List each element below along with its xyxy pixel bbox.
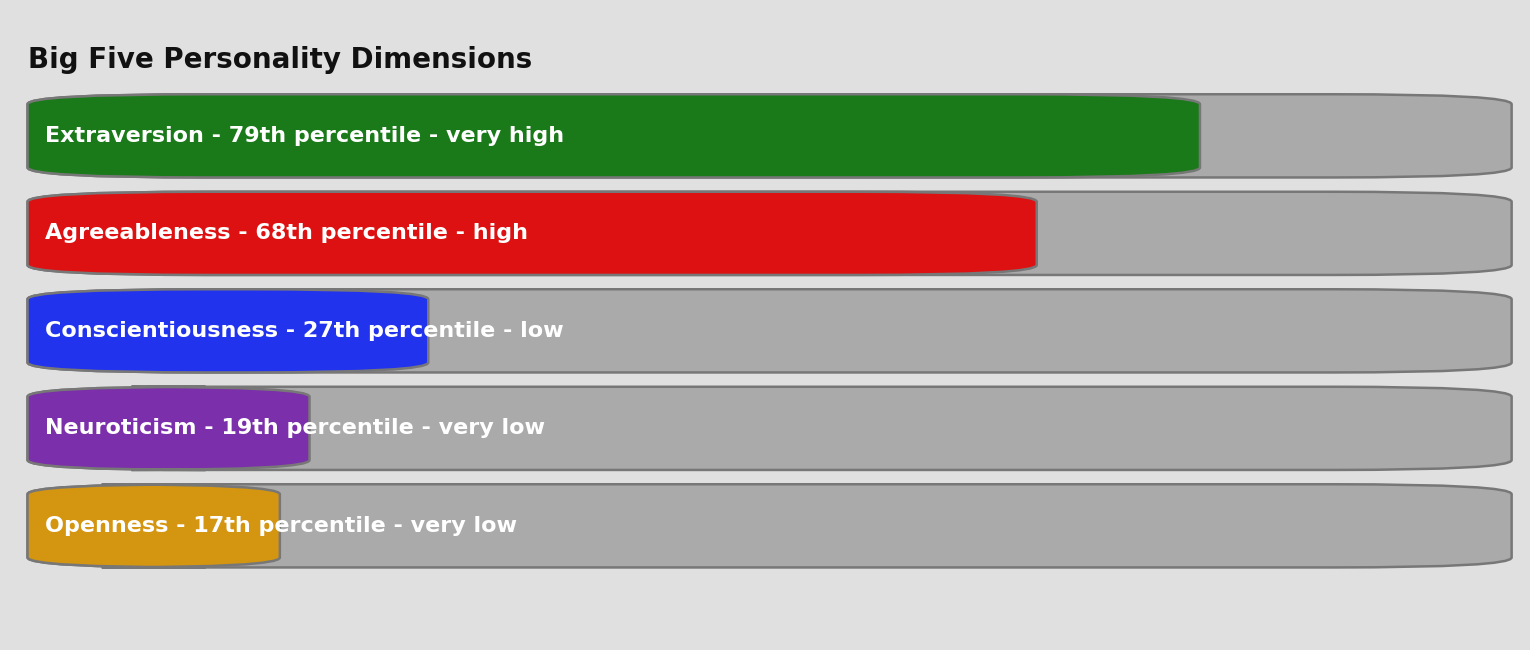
FancyBboxPatch shape: [28, 387, 1512, 470]
Text: Extraversion - 79th percentile - very high: Extraversion - 79th percentile - very hi…: [46, 126, 565, 146]
FancyBboxPatch shape: [28, 192, 1037, 275]
Text: Conscientiousness - 27th percentile - low: Conscientiousness - 27th percentile - lo…: [46, 321, 565, 341]
FancyBboxPatch shape: [28, 94, 1512, 177]
FancyBboxPatch shape: [28, 484, 280, 567]
FancyBboxPatch shape: [28, 484, 1512, 567]
FancyBboxPatch shape: [28, 192, 1512, 275]
Text: Agreeableness - 68th percentile - high: Agreeableness - 68th percentile - high: [46, 224, 528, 243]
Text: Neuroticism - 19th percentile - very low: Neuroticism - 19th percentile - very low: [46, 419, 545, 438]
FancyBboxPatch shape: [28, 289, 428, 372]
FancyBboxPatch shape: [28, 387, 309, 470]
FancyBboxPatch shape: [28, 289, 1512, 372]
FancyBboxPatch shape: [28, 94, 1200, 177]
Text: Openness - 17th percentile - very low: Openness - 17th percentile - very low: [46, 516, 517, 536]
Text: Big Five Personality Dimensions: Big Five Personality Dimensions: [28, 46, 532, 73]
